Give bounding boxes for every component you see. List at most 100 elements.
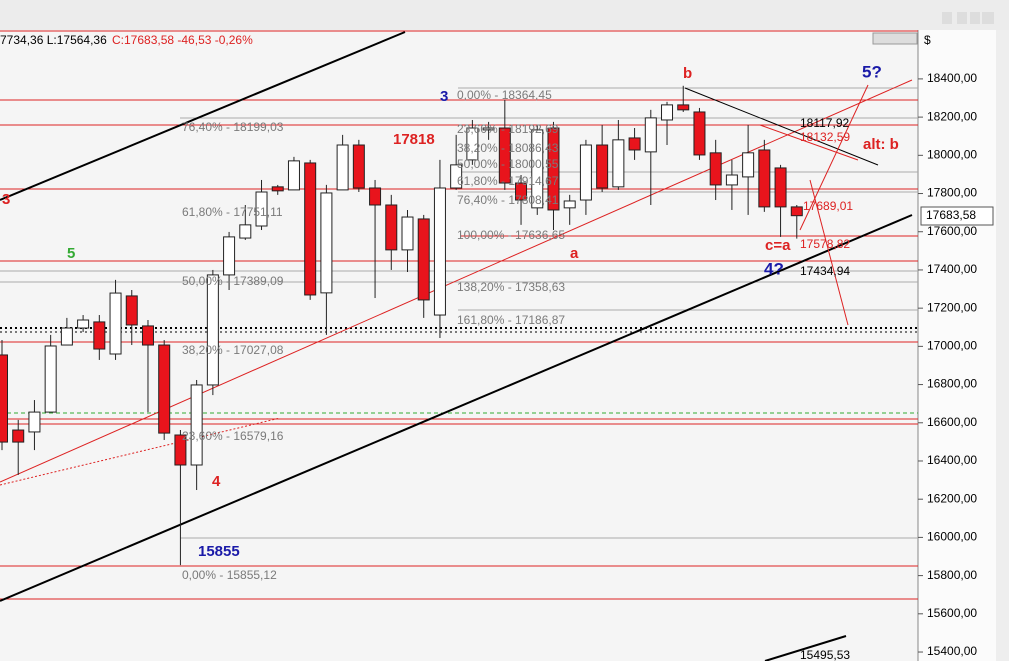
fib-label: 50,00% - 18000,55: [457, 157, 559, 171]
candle-body: [677, 104, 690, 111]
fib-label: 23,60% - 16579,16: [182, 429, 284, 443]
candle-body: [612, 139, 625, 188]
y-tick-label: 16600,00: [927, 415, 977, 429]
fib-label: 23,60% - 18192,69: [457, 122, 559, 136]
candle-body: [109, 292, 122, 355]
candle-body: [255, 191, 268, 227]
currency: $: [924, 33, 931, 47]
candle-body: [60, 327, 73, 346]
window-buttons[interactable]: [872, 12, 994, 45]
last-price-box: [920, 206, 994, 226]
y-tick-label: 17600,00: [927, 224, 977, 238]
candle-body: [466, 127, 479, 161]
wave-label: 4?: [764, 259, 784, 278]
candle-body: [579, 144, 592, 201]
y-tick-label: 16000,00: [927, 530, 977, 544]
candle-body: [596, 144, 609, 189]
wave-label: alt: b: [863, 136, 899, 153]
price-label: 15495,53: [800, 648, 850, 661]
y-axis: 15400,00 15600,00 15800,00 16000,00 16200,00…: [918, 71, 977, 658]
candle-body: [12, 429, 25, 443]
wave-label: 17818: [393, 131, 435, 148]
candle-body: [239, 224, 252, 239]
candle-body: [758, 149, 771, 208]
y-tick-label: 17400,00: [927, 262, 977, 276]
candle-body: [563, 200, 576, 209]
wave-label: 3: [2, 191, 10, 208]
wave-label: 5: [67, 245, 75, 262]
candle-body: [547, 127, 560, 211]
y-tick-label: 18000,00: [927, 147, 977, 161]
y-tick-label: 15400,00: [927, 644, 977, 658]
candle-body: [531, 129, 544, 209]
candle-body: [271, 186, 284, 192]
candle-body: [336, 144, 349, 191]
wave-label: a: [570, 245, 579, 262]
title-bar: [0, 0, 1009, 30]
y-tick-label: 18200,00: [927, 109, 977, 123]
candle-body: [28, 411, 41, 433]
y-tick-label: 17200,00: [927, 300, 977, 314]
candle-body: [498, 127, 511, 184]
fib-label: 61,80% - 17751,11: [182, 205, 283, 219]
candle-body: [352, 144, 365, 189]
y-tick-label: 16800,00: [927, 377, 977, 391]
candle-body: [158, 344, 171, 434]
candle-body: [450, 164, 463, 189]
candle-body: [304, 162, 317, 296]
candle-body: [433, 187, 446, 316]
wave-label: 4: [212, 473, 221, 490]
fib-labels: 76,40% - 18199,03 61,80% - 17751,11 50,0…: [182, 88, 565, 582]
fib-label: 50,00% - 17389,09: [182, 274, 284, 288]
candle-body: [0, 354, 8, 443]
candle-body: [125, 295, 138, 326]
candle-body: [385, 204, 398, 251]
candle-body: [742, 152, 755, 178]
y-tick-label: 18400,00: [927, 71, 977, 85]
fib-label: 0,00% - 18364,45: [457, 88, 552, 102]
scrollbar[interactable]: [996, 30, 1009, 661]
fib-label: 138,20% - 17358,63: [457, 280, 565, 294]
price-label: 18117,92: [800, 116, 849, 130]
candle-body: [320, 192, 333, 294]
fib-label: 0,00% - 15855,12: [182, 568, 277, 582]
candle-body: [693, 111, 706, 156]
candle-body: [369, 187, 382, 206]
header: 7734,36 L:17564,36 C:17683,58 -46,53 -0,…: [0, 33, 931, 47]
fib-label: 38,20% - 17027,08: [182, 343, 284, 357]
candle-body: [774, 167, 787, 208]
candle-body: [206, 274, 219, 386]
header-ohl: 7734,36 L:17564,36: [0, 33, 107, 47]
candle-body: [790, 206, 803, 217]
candle-body: [417, 218, 430, 301]
y-tick-label: 16200,00: [927, 491, 977, 505]
candle-body: [725, 174, 738, 186]
fib-label: 38,20% - 18086,43: [457, 141, 559, 155]
candle-body: [401, 216, 414, 251]
candle-body: [190, 384, 203, 466]
wave-label: 15855: [198, 543, 240, 560]
fib-label: 76,40% - 17808,41: [457, 193, 559, 207]
wave-label: c=a: [765, 237, 791, 254]
candle-body: [141, 325, 154, 346]
price-label: 17578,82: [800, 237, 850, 251]
candle-body: [644, 117, 657, 153]
candle-body: [709, 152, 722, 186]
fib-label: 161,80% - 17186,87: [457, 313, 565, 327]
y-tick-label: 17800,00: [927, 186, 977, 200]
price-label: 17434,94: [800, 264, 850, 278]
fib-label: 76,40% - 18199,03: [182, 120, 284, 134]
price-labels: 18117,92 18132,59 17689,01 17578,82 1743…: [800, 116, 994, 661]
candle-body: [44, 345, 57, 413]
candle-body: [482, 127, 495, 131]
candle-body: [223, 236, 236, 276]
wave-label: 3: [440, 88, 448, 105]
candle-body: [515, 182, 528, 201]
candle-body: [628, 137, 641, 151]
candle-body: [93, 321, 106, 350]
candle-body: [174, 434, 187, 466]
header-close: C:17683,58 -46,53 -0,26%: [112, 33, 253, 47]
candle-body: [287, 160, 300, 191]
price-label: 18132,59: [800, 130, 850, 144]
